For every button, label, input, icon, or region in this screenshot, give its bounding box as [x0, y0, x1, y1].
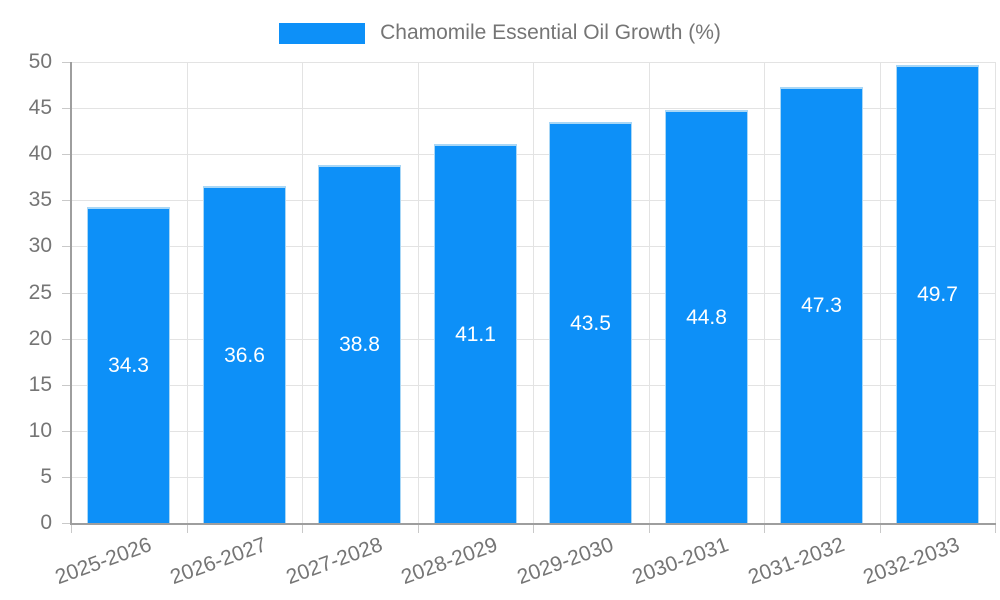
y-tick-mark [62, 385, 71, 386]
bar-value-label: 47.3 [801, 294, 842, 317]
bar[interactable]: 49.7 [896, 65, 979, 523]
y-axis-tick-label: 25 [28, 281, 52, 304]
x-gridline [880, 62, 881, 523]
bar[interactable]: 43.5 [549, 122, 632, 523]
y-axis-tick-label: 10 [28, 419, 52, 442]
y-axis-tick-label: 20 [28, 327, 52, 350]
y-tick-mark [62, 62, 71, 63]
bar-value-label: 34.3 [108, 354, 149, 377]
x-tick-mark [187, 523, 188, 533]
x-axis-line [70, 523, 996, 525]
x-tick-mark [533, 523, 534, 533]
x-tick-mark [71, 523, 72, 533]
bar-value-label: 41.1 [455, 322, 496, 346]
y-tick-mark [62, 154, 71, 155]
x-tick-mark [764, 523, 765, 533]
y-tick-mark [62, 431, 71, 432]
y-tick-mark [62, 108, 71, 109]
legend-label: Chamomile Essential Oil Growth (%) [380, 21, 721, 44]
x-gridline [418, 62, 419, 523]
x-gridline [533, 62, 534, 523]
y-tick-mark [62, 293, 71, 294]
x-gridline [649, 62, 650, 523]
y-axis-line [70, 62, 72, 525]
x-tick-mark [995, 523, 996, 533]
y-axis-tick-label: 0 [40, 511, 52, 534]
x-tick-mark [880, 523, 881, 533]
x-gridline [995, 62, 996, 523]
x-tick-mark [649, 523, 650, 533]
bar-value-label: 44.8 [686, 305, 727, 329]
bar-value-label: 36.6 [224, 343, 265, 367]
y-axis-tick-label: 45 [28, 96, 52, 119]
y-tick-mark [62, 246, 71, 247]
x-tick-mark [418, 523, 419, 533]
bar[interactable]: 34.3 [87, 207, 170, 523]
bar-value-label: 49.7 [917, 283, 958, 306]
y-axis-tick-label: 35 [28, 188, 52, 211]
y-tick-mark [62, 339, 71, 340]
y-tick-mark [62, 477, 71, 478]
bar[interactable]: 38.8 [318, 165, 401, 523]
y-axis-tick-label: 30 [28, 234, 52, 257]
legend-swatch [279, 22, 366, 44]
bar[interactable]: 36.6 [203, 186, 286, 523]
x-gridline [302, 62, 303, 523]
x-tick-mark [302, 523, 303, 533]
x-axis-tick-label: 2032-2033 [860, 533, 963, 590]
y-axis-tick-label: 50 [28, 50, 52, 73]
y-tick-mark [62, 200, 71, 201]
x-gridline [764, 62, 765, 523]
y-tick-mark [62, 523, 71, 524]
y-axis-tick-label: 40 [28, 142, 52, 165]
bar-value-label: 38.8 [339, 333, 380, 356]
legend[interactable]: Chamomile Essential Oil Growth (%) [0, 20, 1000, 46]
y-axis-tick-label: 5 [40, 465, 52, 488]
bar[interactable]: 44.8 [665, 110, 748, 523]
bar-value-label: 43.5 [570, 311, 611, 335]
x-gridline [187, 62, 188, 523]
bar[interactable]: 41.1 [434, 144, 517, 523]
bar[interactable]: 47.3 [780, 87, 863, 523]
y-axis-tick-label: 15 [28, 373, 52, 396]
